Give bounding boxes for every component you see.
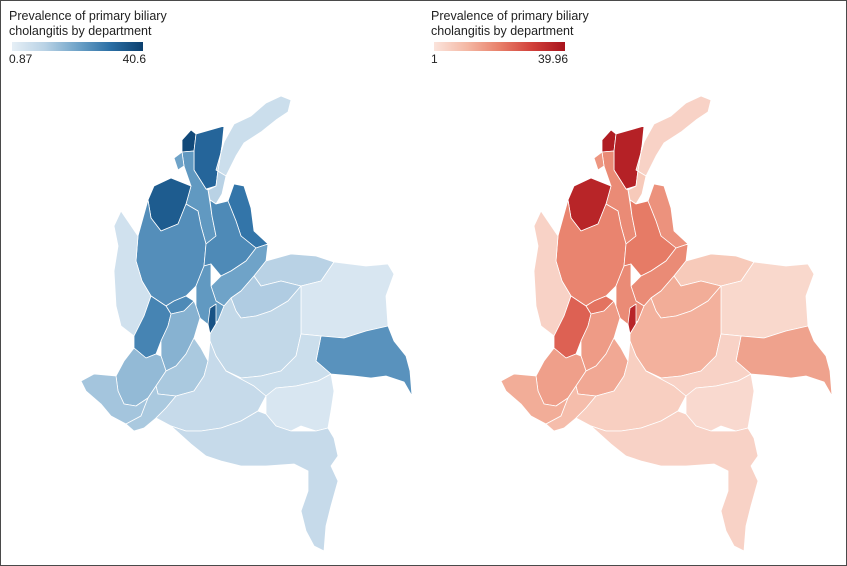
- legend-right: Prevalence of primary biliary cholangiti…: [431, 9, 651, 66]
- legend-right-min: 1: [431, 52, 438, 66]
- choropleth-map-red: [500, 95, 833, 552]
- department-guajira-blue: [215, 95, 292, 177]
- legend-left: Prevalence of primary biliary cholangiti…: [9, 9, 229, 66]
- department-amazonas-blue: [170, 410, 339, 552]
- legend-right-ticks: 1 39.96: [431, 51, 571, 66]
- legend-left-colorbar: [12, 42, 143, 51]
- department-guajira-red: [635, 95, 712, 177]
- legend-right-max: 39.96: [537, 52, 568, 66]
- legend-right-colorbar: [434, 42, 565, 51]
- department-guainia-red: [735, 325, 833, 397]
- choropleth-map-blue: [80, 95, 413, 552]
- legend-left-title: Prevalence of primary biliary cholangiti…: [9, 9, 167, 38]
- legend-left-min: 0.87: [9, 52, 33, 66]
- department-sucre-blue: [173, 151, 185, 171]
- department-sucre-red: [593, 151, 605, 171]
- legend-right-title: Prevalence of primary biliary cholangiti…: [431, 9, 589, 38]
- legend-left-max: 40.6: [122, 52, 146, 66]
- department-guainia-blue: [315, 325, 413, 397]
- legend-left-ticks: 0.87 40.6: [9, 51, 149, 66]
- department-amazonas-red: [590, 410, 759, 552]
